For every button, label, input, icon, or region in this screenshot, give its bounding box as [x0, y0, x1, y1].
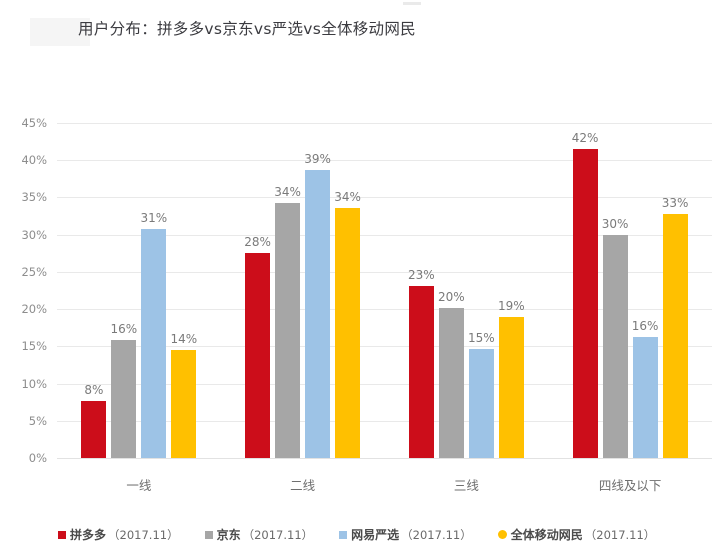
x-axis-tick-label: 四线及以下	[598, 478, 662, 493]
gridline	[57, 271, 712, 273]
legend-swatch-icon	[339, 530, 348, 539]
y-axis-tick-label: 0%	[28, 451, 47, 465]
y-axis-tick-label: 25%	[21, 264, 47, 279]
x-axis-tick-label: 二线	[290, 478, 316, 493]
legend-swatch-icon	[204, 530, 213, 539]
bar: 23%	[408, 268, 435, 458]
y-axis-tick-label: 35%	[21, 190, 47, 205]
bar: 15%	[468, 331, 495, 458]
legend-item[interactable]: 拼多多 （2017.11）	[58, 526, 179, 543]
bar-value-label: 31%	[140, 210, 168, 225]
legend-item[interactable]: 京东 （2017.11）	[204, 526, 314, 543]
bar-value-label: 28%	[244, 234, 271, 249]
bar: 19%	[498, 299, 525, 458]
gridline	[57, 123, 712, 124]
y-axis-tick-label: 5%	[28, 413, 47, 428]
gridline	[57, 420, 712, 422]
y-axis-tick-label: 30%	[21, 227, 47, 242]
bar-value-label: 16%	[110, 322, 138, 337]
x-axis-tick-label: 一线	[126, 478, 152, 493]
bar-value-label: 15%	[468, 330, 495, 345]
bar-group: 28% 34% 39% 34% 二线	[221, 123, 385, 493]
gridline	[57, 346, 712, 348]
bar-value-label: 23%	[408, 268, 435, 283]
bar-value-label: 34%	[274, 184, 301, 199]
legend-series-period: （2017.11）	[584, 527, 656, 542]
bar-value-label: 8%	[84, 383, 104, 398]
gridline	[57, 234, 712, 236]
bar: 20%	[438, 290, 465, 458]
bar: 39%	[304, 152, 331, 458]
bar-value-label: 33%	[661, 195, 689, 210]
legend-series-name: 拼多多	[70, 528, 107, 542]
bar: 33%	[662, 196, 688, 458]
y-axis-tick-label: 10%	[21, 376, 47, 391]
bar: 16%	[111, 322, 137, 458]
bar-group: 42% 30% 16% 33% 四线及以下	[548, 123, 712, 493]
y-axis-tick-label: 20%	[21, 302, 47, 317]
chart-title: 用户分布：拼多多vs京东vs严选vs全体移动网民	[78, 20, 416, 38]
bar-value-label: 16%	[631, 319, 659, 334]
legend-series-name: 全体移动网民	[510, 528, 583, 542]
bar: 42%	[572, 131, 598, 458]
bar: 34%	[334, 190, 361, 458]
bar-value-label: 19%	[498, 298, 525, 313]
legend-item[interactable]: 全体移动网民 （2017.11）	[497, 526, 656, 543]
bar-value-label: 34%	[334, 189, 361, 204]
bar: 31%	[141, 211, 167, 458]
legend-item[interactable]: 网易严选 （2017.11）	[339, 526, 472, 543]
bar-value-label: 14%	[170, 332, 198, 347]
plot-area: 0% 5% 10% 15% 20% 25% 30% 35% 40% 45% 8% 16% 31% 14%…	[21, 116, 712, 493]
bar-value-label: 42%	[571, 131, 599, 146]
gridline	[57, 383, 712, 385]
chart-legend: 拼多多 （2017.11） 京东 （2017.11） 网易严选 （2017.11） 全体移动…	[58, 526, 655, 543]
gridline	[57, 309, 712, 311]
x-axis-tick-label: 三线	[453, 478, 479, 493]
bar: 30%	[602, 217, 628, 458]
gridline	[57, 197, 712, 199]
bar-value-label: 30%	[601, 216, 629, 231]
bar-group: 23% 20% 15% 19% 三线	[385, 123, 549, 493]
legend-series-period: （2017.11）	[108, 527, 179, 542]
y-axis-tick-label: 45%	[21, 116, 47, 130]
bar: 16%	[632, 319, 658, 458]
y-axis-tick-label: 40%	[21, 153, 47, 168]
legend-series-period: （2017.11）	[401, 527, 472, 542]
bar: 8%	[81, 383, 107, 458]
bar-group: 8% 16% 31% 14% 一线	[57, 123, 221, 493]
bar-value-label: 39%	[304, 151, 331, 166]
legend-swatch-icon	[58, 530, 66, 539]
gridline	[57, 458, 712, 459]
bar: 34%	[274, 185, 301, 458]
legend-series-name: 网易严选	[351, 528, 400, 542]
bar: 14%	[171, 332, 197, 458]
legend-swatch-icon	[497, 530, 507, 539]
scan-artifact-top	[403, 2, 421, 5]
bar-value-label: 20%	[438, 290, 465, 305]
scan-artifact-left	[30, 18, 90, 46]
legend-series-period: （2017.11）	[242, 527, 314, 542]
gridline	[57, 160, 712, 162]
legend-series-name: 京东	[216, 528, 241, 542]
y-axis-tick-label: 15%	[21, 339, 47, 354]
bar: 28%	[244, 235, 271, 458]
